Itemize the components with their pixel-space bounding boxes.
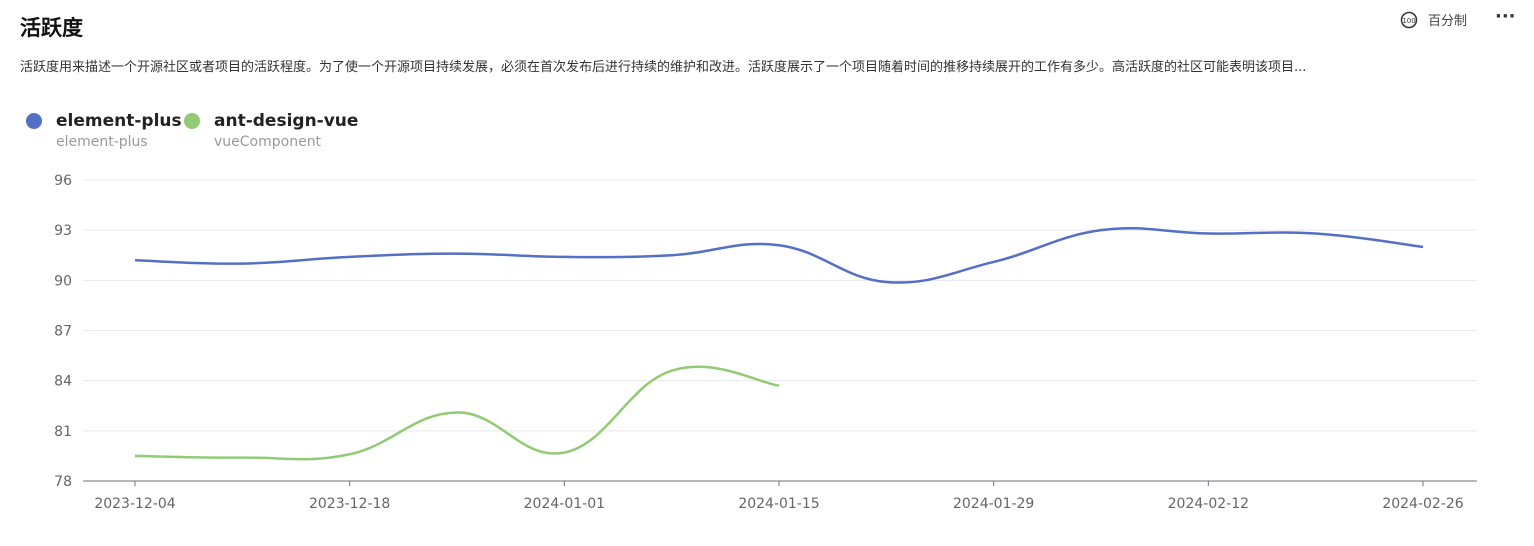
series-line	[134, 226, 1424, 284]
y-tick-label: 84	[54, 374, 72, 390]
y-tick-label: 90	[54, 273, 72, 289]
x-tick-label: 2023-12-18	[309, 496, 390, 512]
more-button[interactable]: ···	[1495, 6, 1516, 27]
icon: 100	[1400, 11, 1418, 28]
x-tick-label: 2024-01-01	[524, 496, 605, 512]
x-tick-label: 2023-12-04	[94, 496, 175, 512]
x-tick-label: 2024-01-15	[738, 496, 819, 512]
title: 活跃度	[20, 16, 83, 40]
x-tick-label: 2024-01-29	[953, 496, 1034, 512]
scale-toggle[interactable]: 100 百分制	[1400, 10, 1467, 29]
toggle-label: 百分制	[1428, 14, 1468, 29]
series-line	[134, 365, 780, 461]
y-tick-label: 87	[54, 324, 72, 340]
y-tick-label: 96	[54, 173, 72, 189]
legend-marker	[26, 113, 42, 129]
description: 活跃度用来描述一个开源社区或者项目的活跃程度。为了使一个开源项目持续发展，必须在…	[20, 60, 1307, 75]
y-tick-label: 78	[54, 474, 72, 490]
legend-label: ant-design-vue	[214, 111, 358, 131]
legend-label: element-plus	[56, 111, 182, 131]
svg-text:100: 100	[1402, 17, 1415, 25]
x-tick-label: 2024-02-26	[1382, 496, 1463, 512]
legend-subtitle: element-plus	[56, 134, 148, 150]
x-tick-label: 2024-02-12	[1168, 496, 1249, 512]
y-tick-label: 93	[54, 223, 72, 239]
y-tick-label: 81	[54, 424, 72, 440]
legend-marker	[184, 113, 200, 129]
legend-subtitle: vueComponent	[214, 134, 322, 150]
